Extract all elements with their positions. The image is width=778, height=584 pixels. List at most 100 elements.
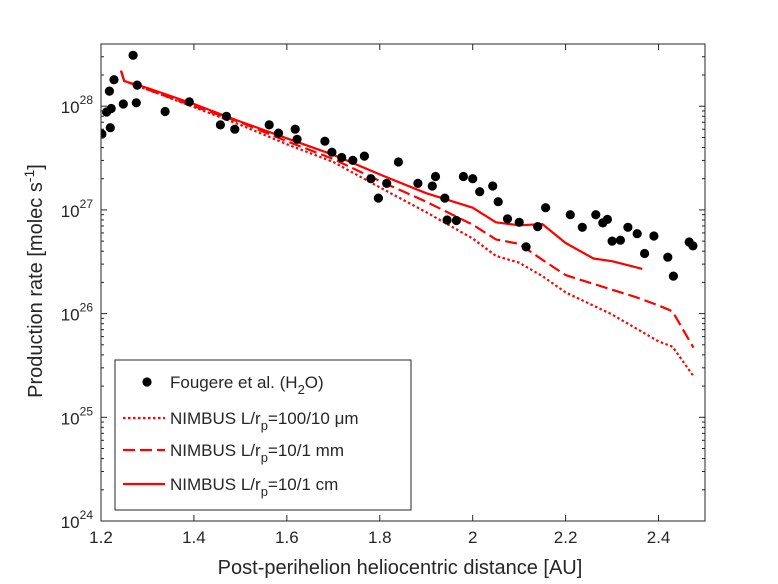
observation-point: [607, 236, 617, 246]
observation-point: [663, 252, 673, 262]
observation-point: [468, 174, 478, 184]
legend-label-suffix: =100/10 μm: [268, 409, 359, 428]
x-tick-label: 1.2: [89, 528, 113, 547]
legend-label-suffix: =10/1 mm: [268, 441, 344, 460]
legend-label-subscript: p: [261, 450, 268, 465]
x-axis-label: Post-perihelion heliocentric distance [A…: [218, 557, 583, 579]
observation-point: [366, 174, 376, 184]
observation-point: [109, 75, 119, 85]
x-tick-label: 1.6: [275, 528, 299, 547]
observation-point: [221, 111, 231, 121]
observation-point: [128, 50, 138, 60]
y-tick-exponent: 24: [80, 508, 94, 522]
legend-label-subscript: 2: [298, 382, 305, 397]
observation-point: [373, 193, 383, 203]
observation-point: [458, 171, 468, 182]
observation-point: [521, 242, 531, 252]
y-tick-label: 1024: [61, 508, 94, 532]
observation-point: [215, 120, 225, 130]
y-tick-label: 1028: [61, 93, 94, 117]
series-line-solid: [119, 70, 643, 270]
x-tick-label: 1.8: [368, 528, 392, 547]
legend: Fougere et al. (H2O)NIMBUS L/rp=100/10 μ…: [114, 359, 412, 511]
y-tick-exponent: 25: [80, 404, 94, 418]
observation-point: [577, 222, 587, 232]
series-layer: [101, 50, 698, 377]
observation-point: [132, 80, 142, 90]
observation-point: [184, 97, 194, 107]
observation-point: [359, 151, 369, 161]
y-tick-exponent: 28: [80, 93, 94, 107]
observation-point: [106, 103, 116, 114]
observation-point: [591, 210, 601, 220]
x-tick-label: 1.4: [182, 528, 206, 547]
legend-label-subscript: p: [261, 418, 268, 433]
observation-point: [118, 99, 128, 109]
observation-point: [230, 124, 240, 134]
legend-label-main: Fougere et al. (H: [170, 373, 298, 392]
observation-point: [493, 197, 503, 207]
observation-point: [160, 106, 170, 117]
observation-point: [264, 120, 274, 130]
legend-label-suffix: =10/1 cm: [268, 475, 338, 494]
observation-point: [430, 171, 441, 182]
legend-label-main: NIMBUS L/r: [170, 475, 261, 494]
y-tick-base: 10: [61, 98, 80, 117]
legend-label-main: NIMBUS L/r: [170, 441, 261, 460]
observation-point: [348, 155, 358, 165]
legend-label: NIMBUS L/rp=10/1 mm: [170, 441, 344, 465]
observation-point: [320, 136, 330, 146]
y-tick-base: 10: [61, 306, 80, 325]
x-tick-label: 2: [468, 528, 477, 547]
y-tick-label: 1025: [61, 404, 94, 428]
series-line-dashed: [119, 70, 695, 349]
legend-label: Fougere et al. (H2O): [170, 373, 324, 397]
observation-point: [131, 98, 141, 108]
observation-point: [327, 147, 337, 157]
observation-point: [565, 210, 575, 220]
observation-point: [502, 214, 513, 224]
observation-point: [451, 215, 461, 226]
observation-point: [488, 181, 498, 191]
y-tick-exponent: 26: [80, 301, 94, 315]
y-tick-exponent: 27: [80, 197, 94, 211]
legend-marker: [142, 377, 152, 387]
legend-label-main: NIMBUS L/r: [170, 409, 261, 428]
observation-point: [615, 235, 626, 245]
observation-point: [623, 222, 633, 232]
observation-point: [688, 241, 698, 251]
x-tick-label: 2.2: [554, 528, 578, 547]
legend-label-suffix: O): [305, 373, 324, 392]
observation-point: [475, 187, 485, 197]
y-tick-base: 10: [61, 409, 80, 428]
observation-point: [105, 123, 115, 133]
observation-point: [440, 193, 450, 203]
observation-point: [292, 134, 302, 144]
legend-label: NIMBUS L/rp=10/1 cm: [170, 475, 338, 499]
observation-point: [442, 215, 452, 225]
observation-point: [337, 152, 347, 163]
observation-point: [101, 129, 107, 139]
y-tick-label: 1026: [61, 301, 94, 325]
observation-point: [514, 217, 524, 227]
y-tick-base: 10: [61, 202, 80, 221]
observation-point: [427, 181, 437, 191]
observation-point: [649, 231, 659, 241]
y-tick-base: 10: [61, 513, 80, 532]
observation-point: [632, 229, 642, 239]
y-axis-label-superscript: -1: [21, 170, 37, 183]
observation-point: [602, 214, 613, 224]
observation-point: [541, 203, 551, 213]
observation-point: [668, 271, 679, 281]
y-tick-label: 1027: [61, 197, 94, 221]
legend-label: NIMBUS L/rp=100/10 μm: [170, 409, 359, 433]
observation-point: [104, 86, 114, 96]
observation-point: [382, 178, 392, 188]
observation-point: [273, 128, 284, 138]
y-axis-label: Production rate [molec s-1]: [21, 164, 47, 398]
y-axis-label-suffix: ]: [25, 164, 47, 170]
observation-point: [393, 157, 403, 167]
observation-point: [533, 222, 543, 232]
